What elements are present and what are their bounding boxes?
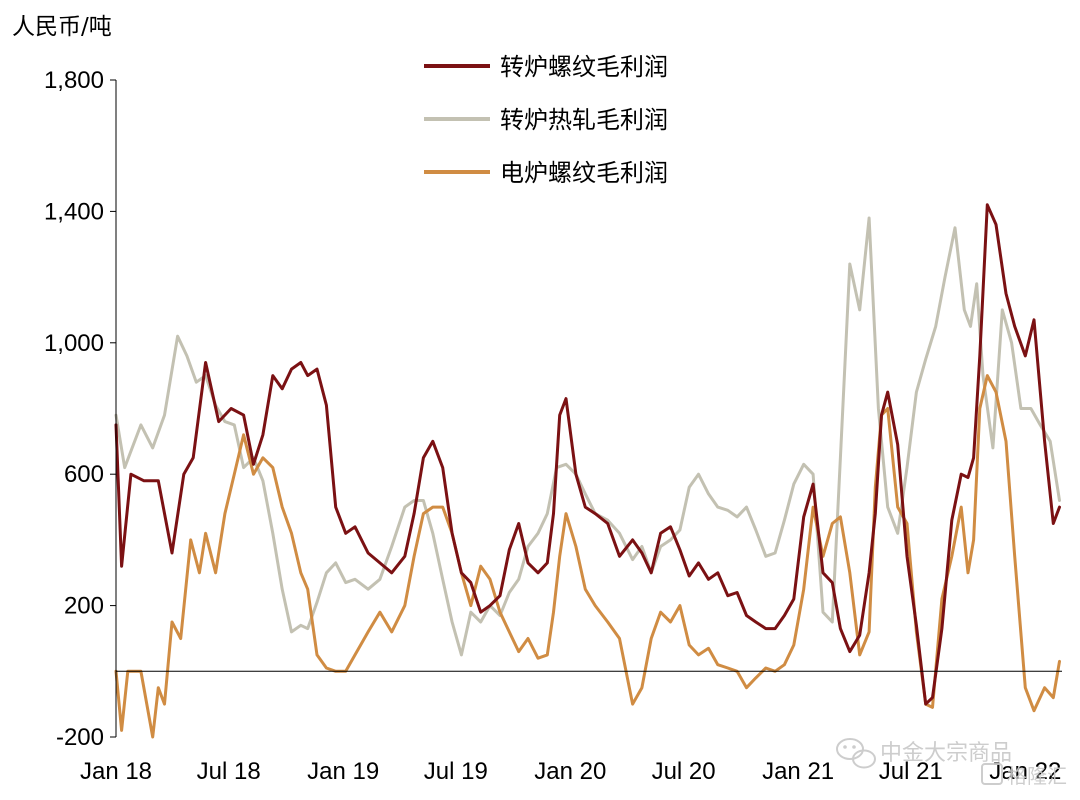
- y-tick-label: 1,000: [44, 330, 104, 357]
- series-line-1: [114, 203, 1061, 706]
- x-tick-label: Jan 20: [534, 758, 606, 785]
- x-tick-label: Jul 18: [197, 758, 261, 785]
- series-line-2: [114, 216, 1061, 657]
- x-tick-label: Jan 21: [762, 758, 834, 785]
- watermark-sub-text: 格隆汇: [1007, 764, 1067, 788]
- x-tick-label: Jul 21: [879, 758, 943, 785]
- x-tick-label: Jul 19: [424, 758, 488, 785]
- watermark-text: 中金大宗商品: [880, 741, 1012, 766]
- y-tick-label: 600: [64, 461, 104, 488]
- legend-label: 转炉螺纹毛利润: [500, 53, 668, 81]
- wechat-icon: [836, 738, 876, 769]
- legend-label: 电炉螺纹毛利润: [500, 159, 668, 187]
- y-axis-unit-label: 人民币/吨: [12, 14, 112, 40]
- series-line-3: [114, 374, 1061, 739]
- y-tick-label: -200: [56, 724, 104, 751]
- y-tick-label: 1,800: [44, 67, 104, 94]
- x-tick-label: Jan 18: [80, 758, 152, 785]
- y-tick-label: 200: [64, 593, 104, 620]
- x-tick-label: Jan 19: [307, 758, 379, 785]
- x-tick-label: Jul 20: [652, 758, 716, 785]
- gelonghui-logo-icon: [981, 763, 1003, 785]
- y-tick-label: 1,400: [44, 198, 104, 225]
- watermark: 中金大宗商品 格隆汇: [836, 738, 1067, 788]
- legend-label: 转炉热轧毛利润: [500, 106, 668, 134]
